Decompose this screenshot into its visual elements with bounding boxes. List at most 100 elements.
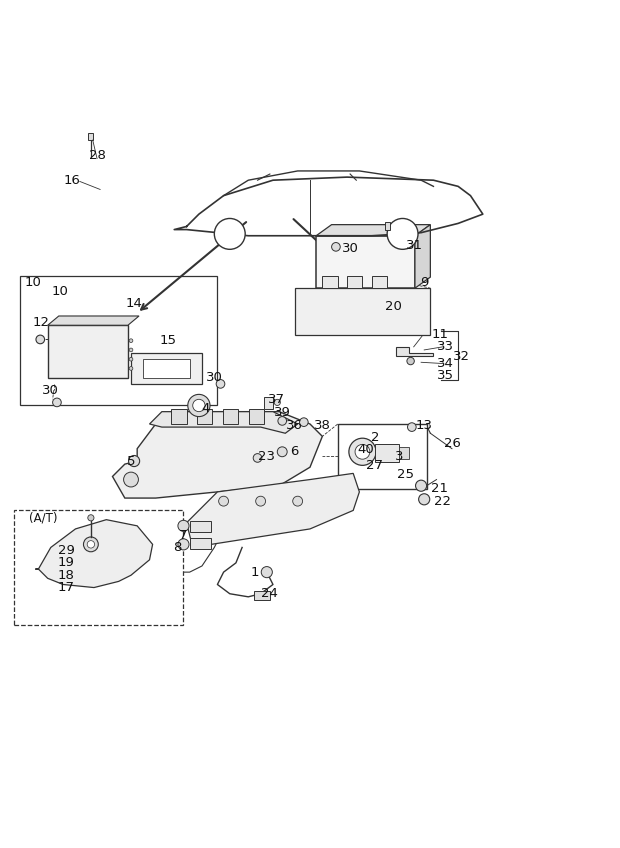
Text: 6: 6	[290, 445, 299, 458]
Text: 36: 36	[286, 419, 303, 432]
Text: 30: 30	[342, 242, 358, 254]
Bar	[322, 276, 338, 288]
Circle shape	[216, 380, 225, 388]
Text: 29: 29	[58, 544, 74, 557]
Bar	[171, 409, 187, 424]
Bar	[399, 447, 409, 459]
Text: 35: 35	[437, 370, 454, 382]
Text: 32: 32	[453, 349, 470, 363]
Polygon shape	[35, 520, 153, 588]
Text: 30: 30	[42, 383, 59, 397]
Circle shape	[193, 399, 205, 411]
Text: 3: 3	[395, 449, 404, 463]
Circle shape	[87, 541, 95, 548]
Circle shape	[332, 243, 340, 251]
Text: 38: 38	[314, 419, 331, 432]
Bar	[372, 276, 387, 288]
Text: 5: 5	[126, 455, 135, 467]
Text: 13: 13	[415, 419, 433, 432]
Text: 24: 24	[262, 587, 278, 600]
Bar	[294, 288, 430, 334]
Circle shape	[53, 398, 61, 407]
Circle shape	[274, 399, 280, 405]
Circle shape	[355, 444, 370, 459]
Bar	[347, 276, 363, 288]
Circle shape	[84, 537, 99, 552]
Circle shape	[188, 394, 210, 416]
Polygon shape	[396, 347, 433, 356]
Bar	[20, 276, 218, 405]
Text: 1: 1	[250, 566, 259, 578]
Text: 34: 34	[437, 357, 454, 370]
Text: 40: 40	[357, 444, 374, 456]
Circle shape	[299, 418, 308, 427]
Text: 14: 14	[126, 297, 143, 310]
Bar	[223, 409, 239, 424]
Text: 9: 9	[420, 276, 428, 288]
Text: 30: 30	[206, 371, 223, 384]
Circle shape	[255, 496, 265, 506]
Circle shape	[88, 515, 94, 521]
Text: (A/T): (A/T)	[29, 511, 58, 524]
Text: 31: 31	[407, 238, 423, 252]
Circle shape	[349, 438, 376, 466]
Text: 28: 28	[89, 149, 105, 162]
Circle shape	[129, 348, 133, 352]
Circle shape	[178, 538, 189, 550]
Text: 12: 12	[33, 315, 50, 329]
Text: 19: 19	[58, 556, 74, 569]
Circle shape	[277, 447, 287, 457]
Circle shape	[129, 357, 133, 361]
Text: 26: 26	[443, 438, 461, 450]
Text: 27: 27	[366, 460, 383, 472]
Circle shape	[253, 454, 262, 462]
Circle shape	[418, 494, 430, 505]
Circle shape	[293, 496, 303, 506]
Bar	[190, 521, 211, 532]
Text: 2: 2	[371, 431, 379, 444]
Circle shape	[278, 416, 286, 425]
Text: 15: 15	[159, 334, 177, 347]
Bar	[254, 591, 270, 600]
Circle shape	[123, 472, 138, 487]
Circle shape	[129, 339, 133, 343]
Text: 39: 39	[274, 406, 291, 420]
Bar	[338, 424, 427, 488]
Text: 18: 18	[58, 569, 74, 582]
Circle shape	[36, 335, 45, 343]
Text: 11: 11	[431, 328, 448, 341]
Polygon shape	[112, 411, 322, 498]
Text: 21: 21	[431, 483, 448, 495]
Text: 8: 8	[173, 541, 182, 554]
Text: 33: 33	[437, 340, 454, 354]
Text: 16: 16	[64, 174, 81, 187]
Polygon shape	[316, 225, 430, 236]
Circle shape	[407, 423, 416, 432]
Text: 4: 4	[201, 402, 210, 415]
Circle shape	[219, 496, 229, 506]
Bar	[264, 398, 273, 409]
Bar	[384, 222, 389, 230]
Bar	[197, 409, 213, 424]
Bar	[14, 510, 184, 625]
Polygon shape	[415, 225, 430, 288]
Circle shape	[129, 366, 133, 371]
Bar	[375, 444, 399, 462]
Circle shape	[215, 219, 245, 249]
Circle shape	[387, 219, 418, 249]
Text: 10: 10	[25, 276, 42, 288]
Text: 7: 7	[179, 528, 188, 542]
Circle shape	[178, 521, 189, 532]
Circle shape	[261, 566, 272, 577]
Polygon shape	[187, 473, 360, 548]
Bar	[190, 538, 211, 550]
Bar	[131, 353, 202, 384]
Text: 17: 17	[58, 581, 74, 594]
Bar	[249, 409, 264, 424]
Polygon shape	[149, 411, 298, 433]
Circle shape	[415, 480, 427, 491]
Text: 25: 25	[397, 468, 414, 481]
Polygon shape	[48, 316, 139, 326]
Text: 23: 23	[259, 449, 275, 463]
Text: 20: 20	[385, 300, 402, 313]
